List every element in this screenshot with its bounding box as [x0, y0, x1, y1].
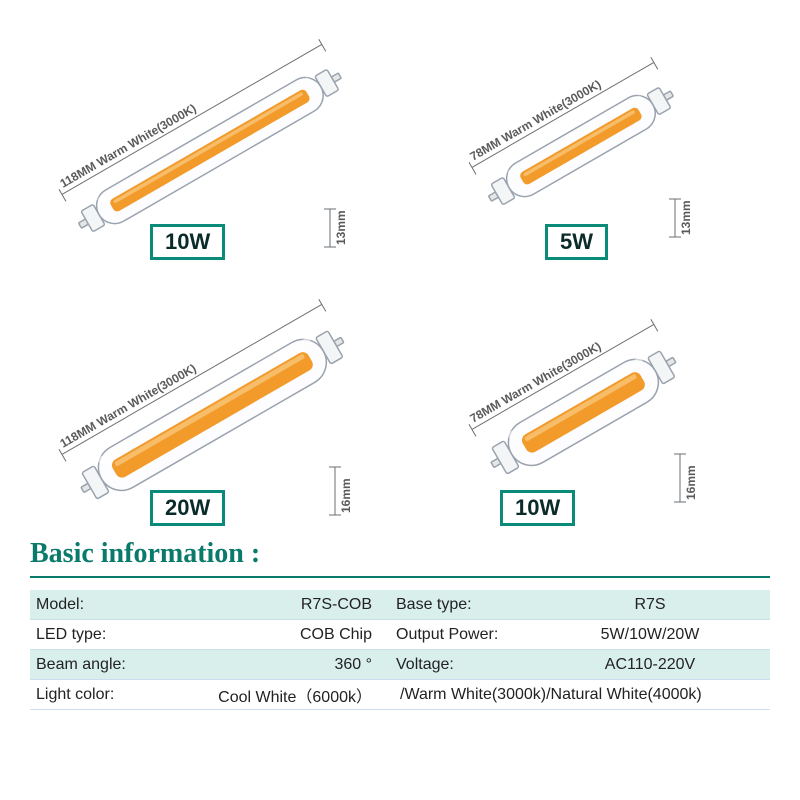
diameter-dim: 13mm	[320, 205, 370, 270]
svg-text:16mm: 16mm	[684, 465, 698, 500]
watt-badge: 20W	[150, 490, 225, 526]
spec-label: Model:	[30, 590, 170, 619]
spec-value: 5W/10W/20W	[530, 620, 770, 649]
product-p2: 78MM Warm White(3000K)	[440, 50, 710, 146]
product-gallery: 118MM Warm White(3000K) 10W 13mm 78MM War…	[0, 0, 800, 530]
spec-row: Model:R7S-COBBase type:R7S	[30, 590, 770, 620]
spec-label: Beam angle:	[30, 650, 170, 679]
watt-badge: 5W	[545, 224, 608, 260]
spec-row: Beam angle:360 °Voltage:AC110-220V	[30, 650, 770, 680]
title-rule	[30, 576, 770, 578]
watt-badge: 10W	[150, 224, 225, 260]
product-p1: 118MM Warm White(3000K)	[30, 25, 390, 121]
spec-value: COB Chip	[170, 620, 390, 649]
spec-value-wide: /Warm White(3000k)/Natural White(4000k)	[390, 680, 770, 709]
spec-label: Voltage:	[390, 650, 530, 679]
svg-text:16mm: 16mm	[339, 478, 353, 513]
svg-text:13mm: 13mm	[679, 200, 693, 235]
spec-value: 360 °	[170, 650, 390, 679]
product-p4: 78MM Warm White(3000K)	[440, 312, 710, 418]
svg-text:13mm: 13mm	[334, 210, 348, 245]
spec-label: Base type:	[390, 590, 530, 619]
section-title: Basic information :	[30, 538, 800, 570]
diameter-dim: 16mm	[325, 463, 375, 538]
product-p3: 118MM Warm White(3000K)	[30, 285, 390, 391]
spec-value: R7S-COB	[170, 590, 390, 619]
spec-value: R7S	[530, 590, 770, 619]
spec-value: Cool White（6000k）	[170, 680, 390, 709]
spec-value: AC110-220V	[530, 650, 770, 679]
spec-label: Output Power:	[390, 620, 530, 649]
diameter-dim: 13mm	[665, 195, 715, 260]
spec-table: Model:R7S-COBBase type:R7SLED type:COB C…	[30, 590, 770, 710]
diameter-dim: 16mm	[670, 450, 720, 525]
spec-row: LED type:COB ChipOutput Power:5W/10W/20W	[30, 620, 770, 650]
watt-badge: 10W	[500, 490, 575, 526]
spec-label: LED type:	[30, 620, 170, 649]
spec-row: Light color:Cool White（6000k）/Warm White…	[30, 680, 770, 710]
spec-label: Light color:	[30, 680, 170, 709]
